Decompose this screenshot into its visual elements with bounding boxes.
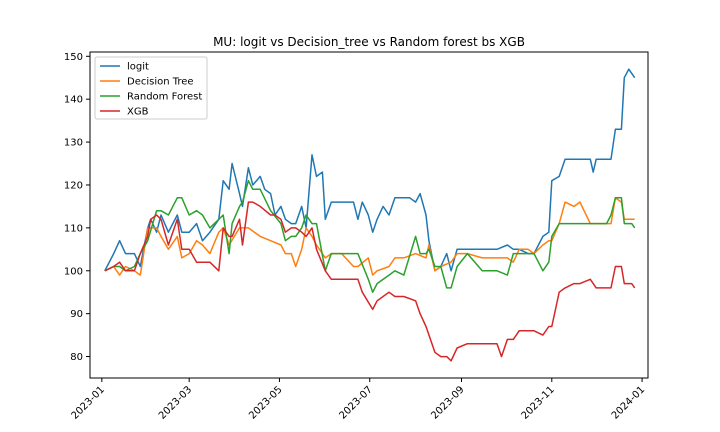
y-tick-label: 80 — [70, 352, 83, 363]
legend-label: logit — [127, 62, 149, 73]
legend: logit Decision Tree Random Forest XGB — [94, 56, 208, 120]
chart-title: MU: logit vs Decision_tree vs Random for… — [213, 35, 525, 49]
legend-label: XGB — [127, 107, 149, 118]
legend-label: Decision Tree — [127, 77, 194, 88]
series-line-logit — [104, 68, 636, 272]
legend-label: Random Forest — [127, 92, 202, 103]
y-axis: 80 90 100 110 120 130 140 150 — [64, 52, 90, 363]
series-line-decision-tree — [104, 197, 635, 276]
series-line-xgb — [104, 201, 636, 362]
y-tick-label: 100 — [64, 266, 83, 277]
series-layer — [104, 68, 636, 362]
y-tick-label: 110 — [64, 223, 83, 234]
legend-box — [94, 56, 208, 120]
y-tick-label: 130 — [64, 138, 83, 149]
y-tick-label: 120 — [64, 180, 83, 191]
series-line-random-forest — [104, 179, 636, 293]
y-tick-label: 150 — [64, 52, 83, 63]
y-tick-label: 90 — [70, 309, 83, 320]
plot-frame — [89, 51, 649, 379]
y-tick-label: 140 — [64, 95, 83, 106]
